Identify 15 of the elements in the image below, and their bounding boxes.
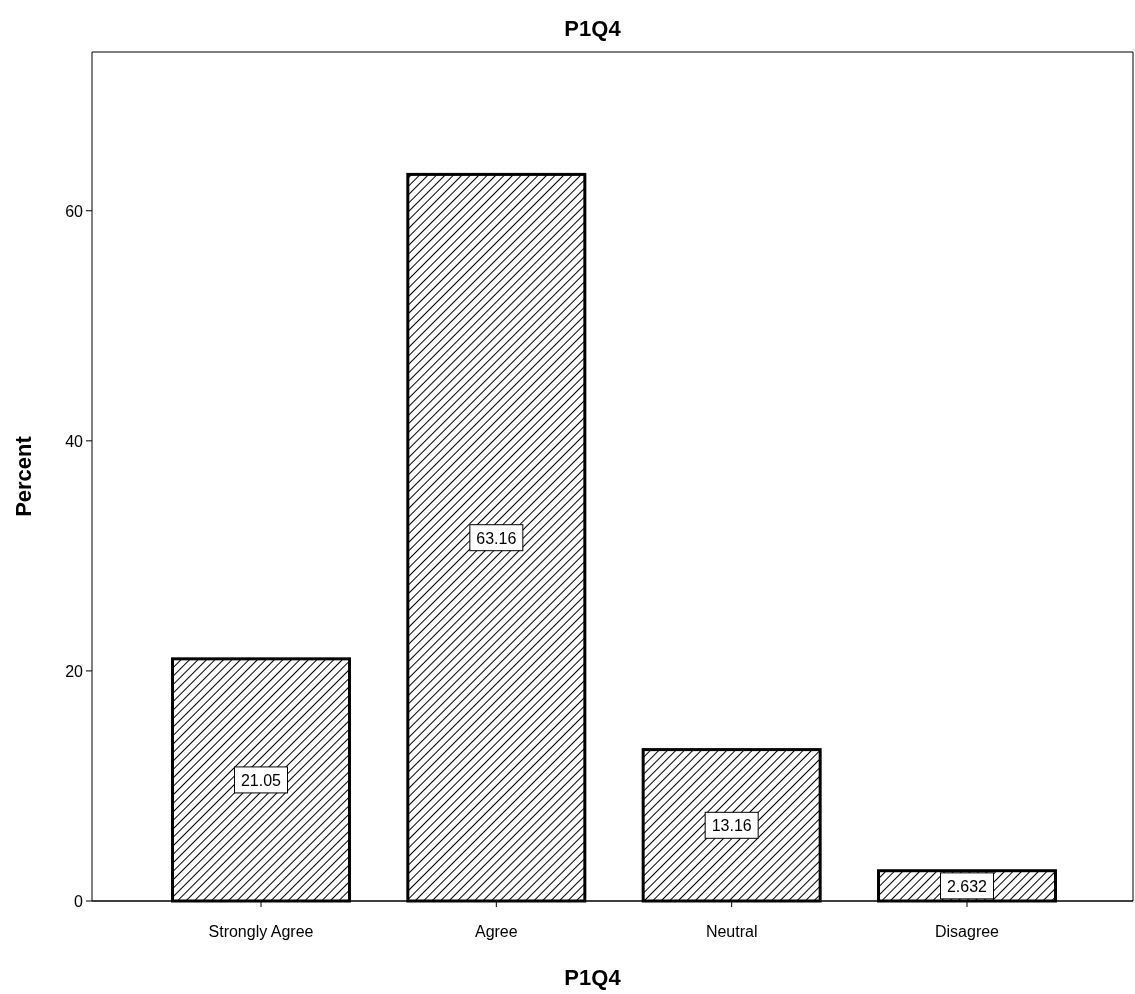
x-tick-label: Neutral bbox=[705, 923, 758, 940]
y-tick-label: 20 bbox=[65, 662, 84, 680]
y-tick-label: 60 bbox=[65, 202, 84, 220]
x-tick-label: Agree bbox=[474, 923, 518, 940]
x-tick-label: Disagree bbox=[934, 923, 1000, 940]
y-tick-label: 40 bbox=[65, 432, 84, 450]
data-label: 2.632 bbox=[946, 877, 988, 895]
chart-title: P1Q4 bbox=[564, 16, 622, 41]
x-tick-label: Strongly Agree bbox=[208, 923, 314, 940]
data-label: 13.16 bbox=[711, 817, 752, 835]
data-label: 21.05 bbox=[240, 771, 282, 789]
y-tick-label: 0 bbox=[74, 893, 84, 910]
x-axis-title: P1Q4 bbox=[564, 965, 622, 990]
y-axis-title: Percent bbox=[11, 435, 36, 517]
data-label: 63.16 bbox=[476, 529, 517, 547]
